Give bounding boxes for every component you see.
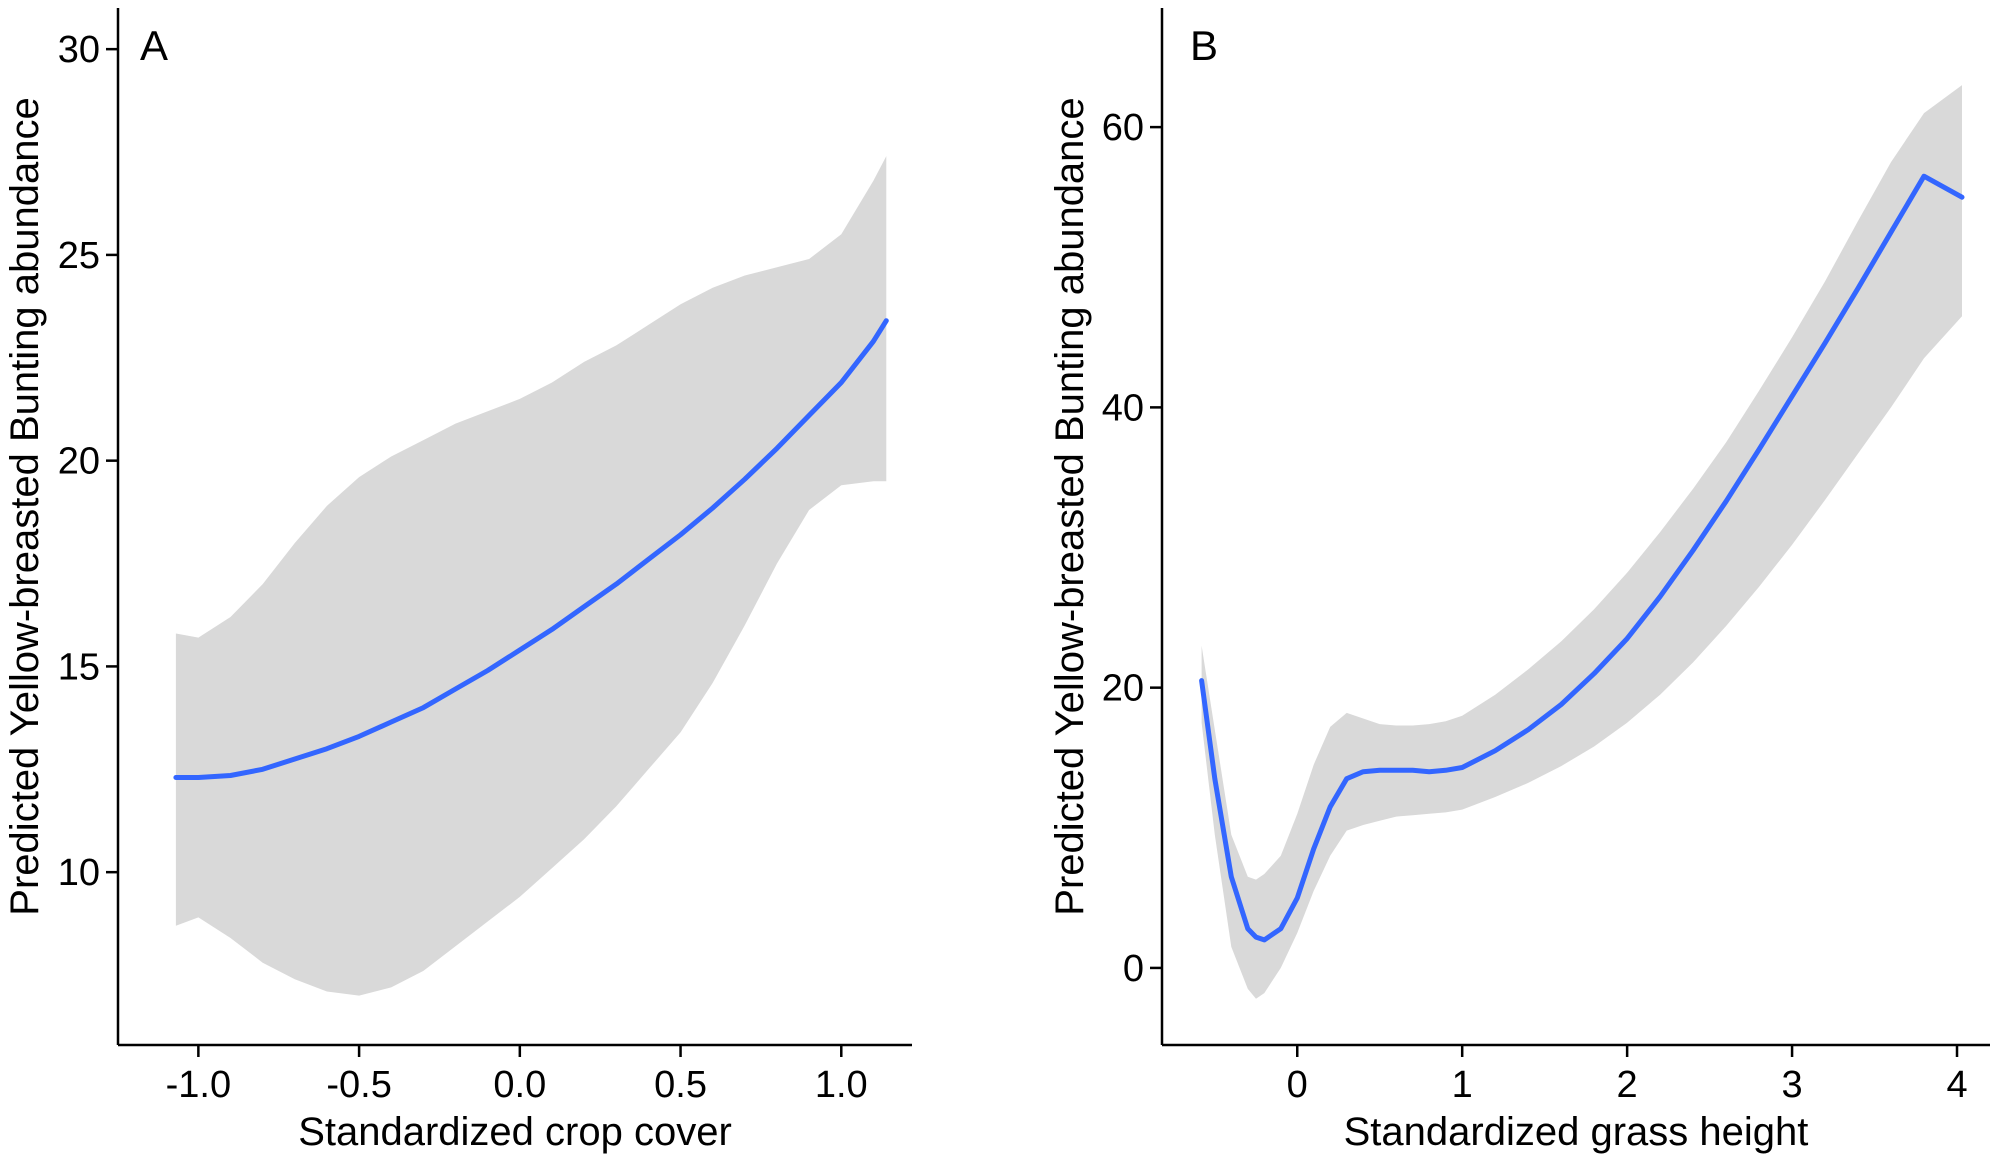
chart-2-y-axis-title: Predicted Yellow-breasted Bunting abunda…	[1048, 97, 1092, 915]
chart-2-y-tick-label: 20	[1102, 668, 1144, 710]
chart-2-x-tick-label: 1	[1452, 1064, 1473, 1106]
chart-1-x-tick-label: -1.0	[166, 1064, 231, 1106]
chart-2-x-tick-label: 4	[1946, 1064, 1967, 1106]
chart-1-y-axis-title: Predicted Yellow-breasted Bunting abunda…	[3, 97, 47, 915]
chart-2-x-tick-label: 2	[1617, 1064, 1638, 1106]
chart-1-x-tick-label: 0.5	[654, 1064, 707, 1106]
chart-2-x-axis-title: Standardized grass height	[1344, 1110, 1809, 1154]
chart-1-fit-line	[173, 318, 889, 780]
chart-2-fit-line	[1199, 173, 1965, 943]
chart-2-y-tick-label: 60	[1102, 107, 1144, 149]
chart-1-x-tick-label: -0.5	[326, 1064, 391, 1106]
chart-2-y-tick-label: 40	[1102, 387, 1144, 429]
chart-1-panel-letter: A	[140, 22, 168, 69]
chart-1-x-axis-title: Standardized crop cover	[298, 1110, 732, 1154]
chart-1-x-tick-label: 1.0	[815, 1064, 868, 1106]
chart-1-y-tick-label: 25	[58, 235, 100, 277]
chart-1-ci-ribbon	[175, 156, 887, 996]
chart-1-y-tick-label: 20	[58, 441, 100, 483]
chart-1-y-tick-label: 15	[58, 646, 100, 688]
chart-2-ci-ribbon	[1201, 85, 1962, 999]
chart-1-y-tick-label: 10	[58, 852, 100, 894]
chart-2-panel-letter: B	[1190, 22, 1218, 69]
chart-1-y-tick-label: 30	[58, 29, 100, 71]
panel-a: -1.0 -0.5 0.0 0.5 1.0 10 15 20 25 30 Standardized …	[3, 8, 912, 1154]
chart-1-x-tick-label: 0.0	[493, 1064, 546, 1106]
chart-2-x-tick-label: 3	[1782, 1064, 1803, 1106]
chart-2-y-tick-label: 0	[1123, 948, 1144, 990]
chart-2-x-tick-label: 0	[1287, 1064, 1308, 1106]
